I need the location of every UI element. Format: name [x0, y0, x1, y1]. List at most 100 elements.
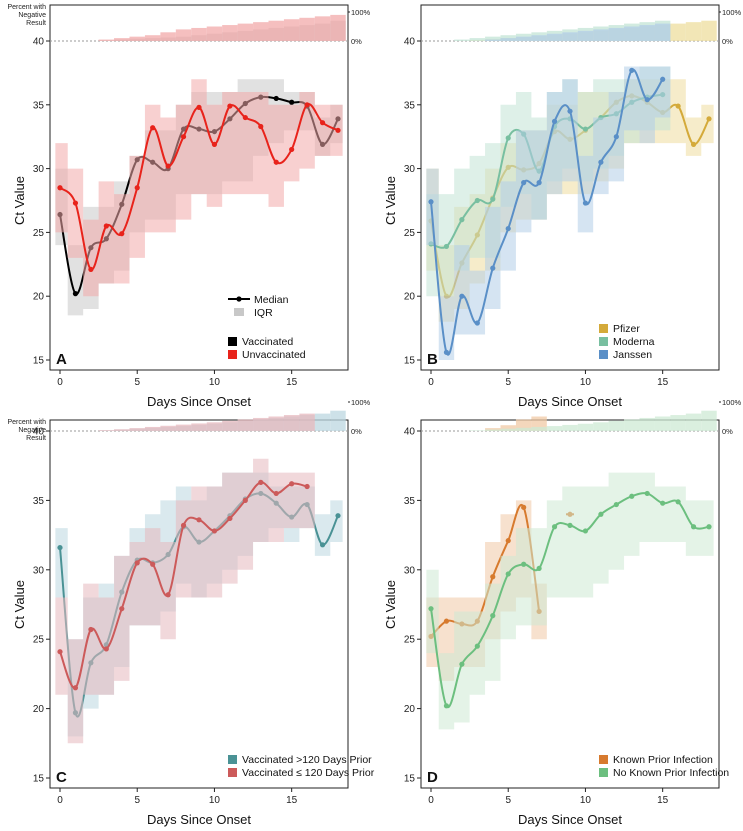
negative-bar — [485, 36, 501, 41]
median-point — [660, 76, 666, 82]
median-point — [273, 95, 279, 102]
median-point — [289, 146, 295, 153]
negative-bar — [593, 422, 609, 431]
panel-b: 15 20 25 30 35 40 0 5 10 15 Days Since Onset Ct Val… — [383, 4, 742, 409]
negative-bar — [685, 413, 702, 431]
median-point — [103, 223, 109, 229]
median-point — [474, 197, 480, 204]
legend-swatch — [599, 350, 608, 359]
negative-bar — [237, 23, 254, 41]
panel-a: 15 20 25 30 35 40 0 5 10 15 Days Since Onset Ct Val… — [7, 4, 370, 409]
plot-frame — [49, 4, 349, 371]
y-tick-label: 30 — [404, 164, 416, 175]
median-point — [180, 522, 187, 528]
x-tick-label: 15 — [657, 795, 669, 806]
negative-bar — [577, 30, 594, 41]
negative-bar — [114, 38, 130, 41]
negative-bar — [577, 423, 594, 431]
median-point — [598, 511, 604, 517]
median-point — [242, 114, 248, 121]
neg-tick-100: 100% — [351, 398, 371, 407]
legend-swatch — [599, 755, 608, 764]
legend-label: Pfizer — [613, 323, 640, 335]
y-tick-label: 35 — [33, 496, 45, 507]
y-tick-label: 40 — [33, 427, 45, 438]
median-point — [690, 524, 697, 530]
y-tick-label: 40 — [33, 37, 45, 48]
panel-letter: B — [427, 351, 438, 368]
median-point — [304, 102, 310, 108]
y-tick-label: 40 — [404, 37, 416, 48]
x-tick-label: 0 — [57, 377, 63, 388]
median-point — [211, 141, 218, 147]
x-tick-label: 15 — [657, 377, 669, 388]
median-point — [644, 97, 650, 103]
y-tick-label: 25 — [33, 635, 45, 646]
negative-bar — [639, 25, 655, 41]
negative-bar — [469, 38, 486, 41]
negative-bar — [330, 410, 346, 431]
legend-iqr-label: IQR — [254, 307, 273, 319]
median-point — [613, 134, 619, 140]
neg-tick-100: 100% — [722, 398, 742, 407]
negative-bar — [670, 23, 686, 41]
median-point — [165, 592, 171, 598]
legend-label: Janssen — [613, 349, 652, 361]
median-point — [443, 243, 450, 250]
negative-bar — [515, 36, 532, 41]
legend-swatch — [228, 768, 237, 777]
median-point — [459, 661, 465, 667]
y-tick-label: 15 — [404, 774, 416, 785]
median-point — [629, 67, 635, 73]
legend-median-point — [236, 296, 242, 302]
x-tick-label: 15 — [286, 795, 298, 806]
negative-bar — [562, 32, 578, 41]
median-point — [505, 571, 511, 577]
median-point — [428, 606, 434, 612]
y-axis-title: Ct Value — [12, 176, 27, 225]
median-point — [459, 293, 465, 299]
median-point — [582, 126, 589, 132]
legend-label: Vaccinated >120 Days Prior — [242, 754, 372, 766]
panel-letter: C — [56, 769, 67, 786]
iqr-band — [55, 79, 343, 297]
negative-bar — [160, 425, 176, 431]
neg-tick-0: 0% — [351, 37, 362, 46]
negative-bar — [701, 410, 717, 431]
negative-bar — [253, 22, 269, 41]
legend-swatch — [599, 768, 608, 777]
negative-bar — [624, 419, 640, 431]
median-point — [505, 538, 511, 544]
negative-bar — [283, 19, 300, 41]
negative-bar — [531, 426, 547, 431]
plot-frame — [49, 419, 349, 789]
median-point — [521, 561, 527, 567]
x-axis-title: Days Since Onset — [147, 394, 251, 409]
negative-bar — [237, 419, 254, 431]
x-tick-label: 10 — [580, 377, 592, 388]
legend-label: Unvaccinated — [242, 349, 306, 361]
x-tick-label: 10 — [580, 795, 592, 806]
y-tick-label: 20 — [33, 292, 45, 303]
y-tick-label: 20 — [404, 292, 416, 303]
y-tick-label: 20 — [33, 704, 45, 715]
median-point — [335, 513, 341, 519]
x-tick-label: 5 — [505, 795, 511, 806]
median-point — [119, 606, 125, 612]
median-point — [119, 231, 125, 237]
panel-letter: D — [427, 769, 438, 786]
median-point — [196, 104, 202, 110]
negative-bar — [98, 39, 115, 41]
negative-bar — [206, 422, 223, 431]
x-tick-label: 5 — [134, 795, 140, 806]
y-axis-title: Ct Value — [12, 580, 27, 629]
legend-swatch — [228, 755, 237, 764]
negative-bar — [469, 430, 486, 431]
median-point — [134, 185, 140, 191]
y-tick-label: 30 — [33, 164, 45, 175]
legend-swatch — [599, 337, 608, 346]
